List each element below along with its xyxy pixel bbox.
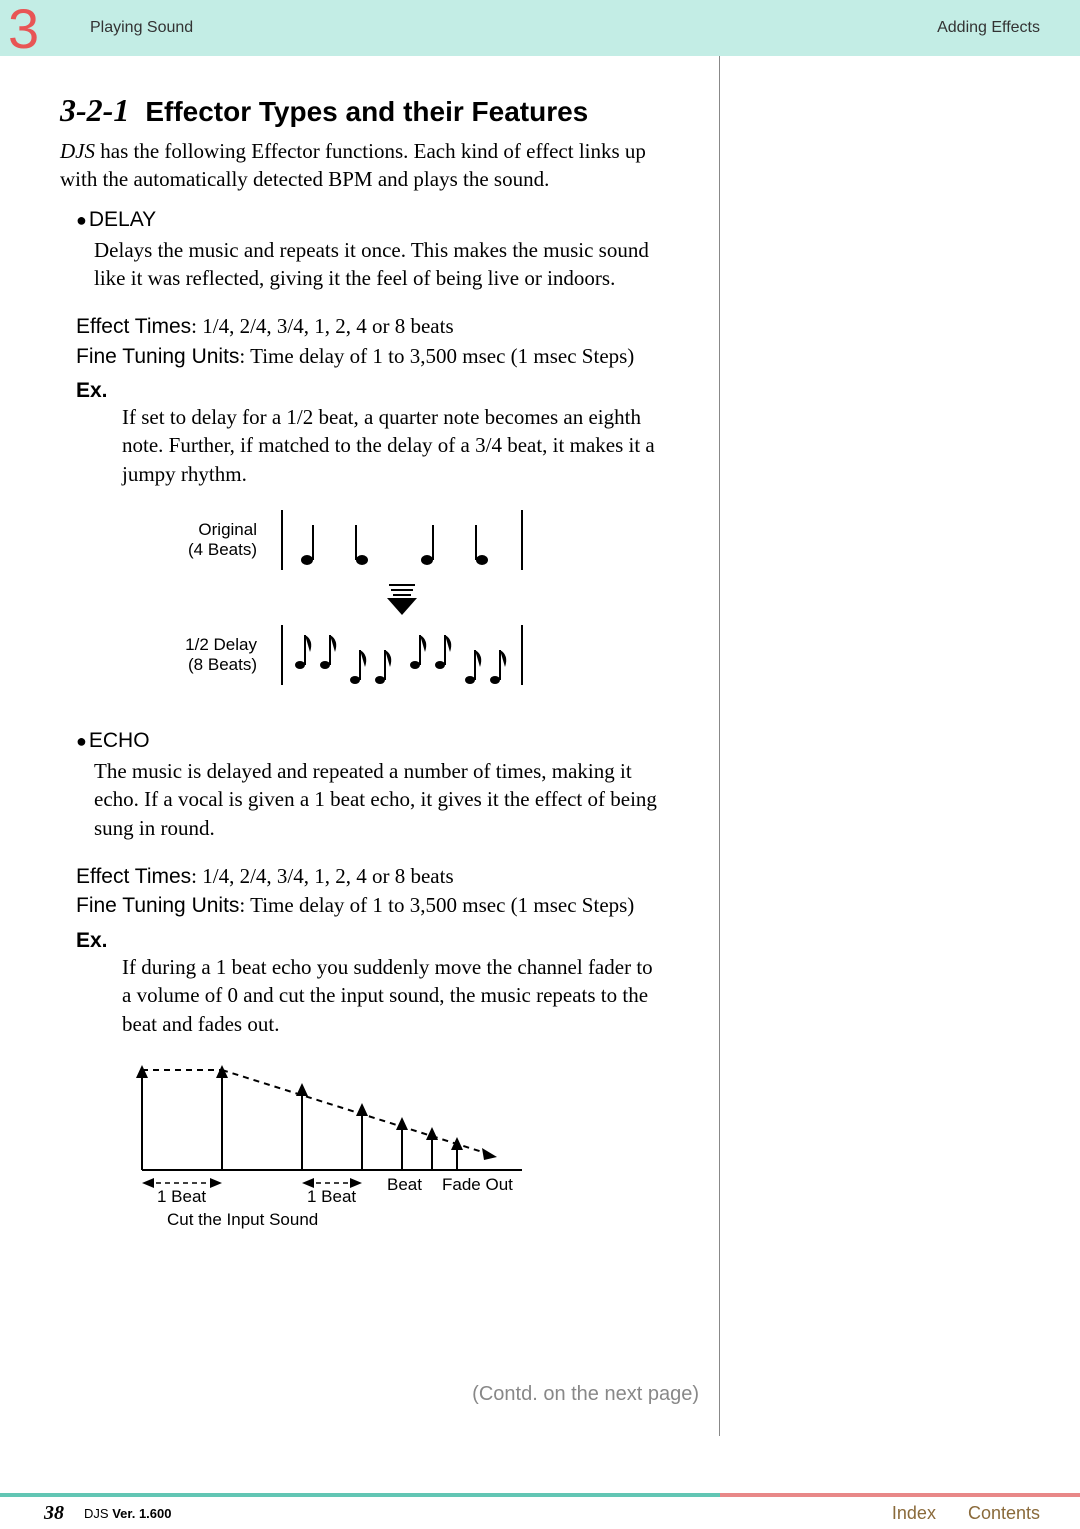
- delay-notes-svg: Original (4 Beats) 1/2 Delay (8 Beats): [122, 500, 602, 700]
- section-title: Effector Types and their Features: [145, 96, 588, 128]
- label-1beat: 1 Beat: [157, 1187, 206, 1206]
- eighth-note-icon: [435, 635, 451, 669]
- main-column: 3-2-1 Effector Types and their Features …: [0, 56, 720, 1436]
- section-number: 3-2-1: [60, 92, 129, 129]
- effect-times-label: Effect Times: [76, 315, 191, 338]
- label-cut: Cut the Input Sound: [167, 1210, 318, 1229]
- delay-diagram: Original (4 Beats) 1/2 Delay (8 Beats): [122, 500, 659, 705]
- eighth-note-icon: [410, 635, 426, 669]
- bullet-icon: ●: [76, 731, 87, 751]
- label-1beat2: 1 Beat: [307, 1187, 356, 1206]
- delay-heading: ●DELAY: [76, 208, 659, 232]
- eighth-note-icon: [350, 650, 366, 684]
- quarter-note-icon: [356, 525, 368, 565]
- effect-times-value: : 1/4, 2/4, 3/4, 1, 2, 4 or 8 beats: [191, 314, 453, 338]
- delay-ex-label: Ex.: [76, 379, 659, 403]
- quarter-note-icon: [476, 525, 488, 565]
- echo-heading: ●ECHO: [76, 729, 659, 753]
- chapter-number: 3: [8, 0, 39, 61]
- fine-tuning-label: Fine Tuning Units: [76, 894, 239, 917]
- fine-tuning-label: Fine Tuning Units: [76, 345, 239, 368]
- label-beat: Beat: [387, 1175, 422, 1194]
- effect-times-label: Effect Times: [76, 865, 191, 888]
- delay-ex-body: If set to delay for a 1/2 beat, a quarte…: [122, 403, 659, 488]
- delay-title: DELAY: [89, 208, 156, 231]
- arrow-down-icon: [387, 585, 417, 615]
- eighth-note-icon: [465, 650, 481, 684]
- echo-ex-body: If during a 1 beat echo you suddenly mov…: [122, 953, 659, 1038]
- page-number: 38: [44, 1502, 64, 1525]
- footer-ver-label: Ver.: [112, 1506, 139, 1521]
- page-header: 3 Playing Sound Adding Effects: [0, 0, 1080, 56]
- quarter-note-icon: [301, 525, 313, 565]
- eighth-note-icon: [295, 635, 311, 669]
- fine-tuning-value: : Time delay of 1 to 3,500 msec (1 msec …: [239, 344, 634, 368]
- header-right-text: Adding Effects: [937, 19, 1040, 37]
- footer-links: Index Contents: [892, 1503, 1040, 1524]
- eighth-note-icon: [320, 635, 336, 669]
- bullet-icon: ●: [76, 210, 87, 230]
- delay-description: Delays the music and repeats it once. Th…: [94, 236, 659, 293]
- echo-diagram: 1 Beat 1 Beat Beat Fade Out Cut the Inpu…: [122, 1050, 659, 1235]
- eighth-note-icon: [490, 650, 506, 684]
- footer-version: DJS Ver. 1.600: [84, 1506, 171, 1521]
- page-footer: 38 DJS Ver. 1.600 Index Contents: [0, 1497, 1080, 1529]
- delay-fine-tuning: Fine Tuning Units: Time delay of 1 to 3,…: [76, 342, 659, 371]
- footer-link-index[interactable]: Index: [892, 1503, 936, 1524]
- label-fadeout: Fade Out: [442, 1175, 513, 1194]
- echo-title: ECHO: [89, 729, 150, 752]
- diagram-4beats-label: (4 Beats): [188, 540, 257, 559]
- fine-tuning-value: : Time delay of 1 to 3,500 msec (1 msec …: [239, 893, 634, 917]
- footer-product: DJS: [84, 1506, 109, 1521]
- echo-fadeout-svg: 1 Beat 1 Beat Beat Fade Out Cut the Inpu…: [122, 1050, 582, 1230]
- diagram-8beats-label: (8 Beats): [188, 655, 257, 674]
- section-intro: DJS has the following Effector functions…: [60, 137, 659, 194]
- intro-text: has the following Effector functions. Ea…: [60, 139, 646, 191]
- diagram-halfdelay-label: 1/2 Delay: [185, 635, 257, 654]
- diagram-original-label: Original: [198, 520, 257, 539]
- echo-fine-tuning: Fine Tuning Units: Time delay of 1 to 3,…: [76, 891, 659, 920]
- section-heading: 3-2-1 Effector Types and their Features: [60, 92, 659, 129]
- echo-ex-label: Ex.: [76, 929, 659, 953]
- continued-notice: (Contd. on the next page): [472, 1383, 699, 1406]
- echo-effect-times: Effect Times: 1/4, 2/4, 3/4, 1, 2, 4 or …: [76, 862, 659, 891]
- quarter-note-icon: [421, 525, 433, 565]
- footer-link-contents[interactable]: Contents: [968, 1503, 1040, 1524]
- eighth-note-icon: [375, 650, 391, 684]
- product-name: DJS: [60, 139, 95, 163]
- header-left-text: Playing Sound: [90, 19, 193, 37]
- footer-ver-num: 1.600: [139, 1506, 172, 1521]
- effect-times-value: : 1/4, 2/4, 3/4, 1, 2, 4 or 8 beats: [191, 864, 453, 888]
- delay-effect-times: Effect Times: 1/4, 2/4, 3/4, 1, 2, 4 or …: [76, 312, 659, 341]
- echo-description: The music is delayed and repeated a numb…: [94, 757, 659, 842]
